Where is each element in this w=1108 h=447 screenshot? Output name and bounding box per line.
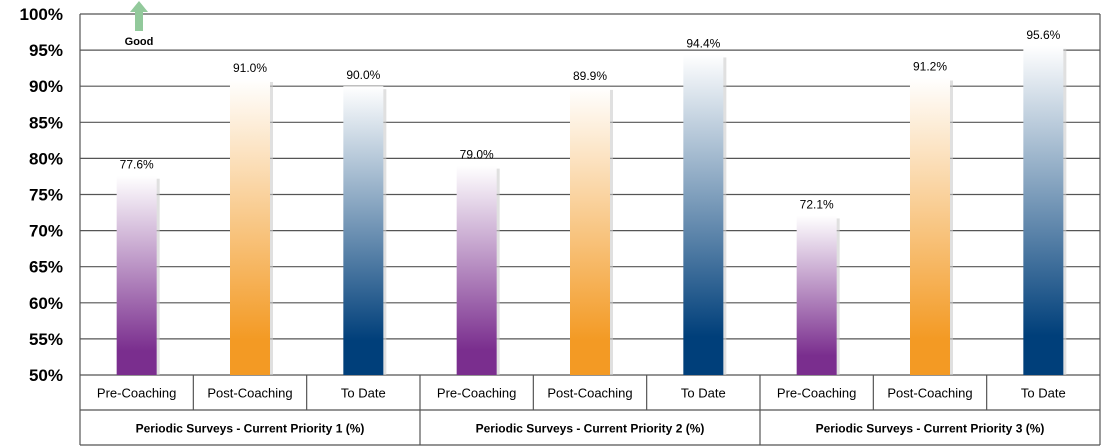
data-label: 72.1% [800,197,834,211]
y-tick-label: 85% [29,113,63,132]
y-tick-label: 65% [29,258,63,277]
good-label: Good [125,36,154,48]
data-label: 89.9% [573,69,607,83]
category-label: Post-Coaching [207,386,292,401]
bar [343,86,384,375]
up-arrow-shaft [135,11,143,31]
bar [570,86,610,375]
y-tick-label: 50% [29,366,63,385]
category-label: To Date [681,386,726,401]
y-tick-label: 95% [29,41,63,60]
category-label: Post-Coaching [887,386,972,401]
data-label: 79.0% [460,148,494,162]
category-label: To Date [341,386,386,401]
bar [910,77,950,375]
group-label: Periodic Surveys - Current Priority 3 (%… [816,422,1045,436]
bar [796,215,837,375]
category-label: Pre-Coaching [437,386,517,401]
data-label: 91.2% [913,60,947,74]
up-arrow-icon [130,1,148,12]
data-label: 91.0% [233,61,267,75]
category-label: Pre-Coaching [777,386,857,401]
good-annotation: Good [125,1,154,48]
data-label: 77.6% [120,158,154,172]
bar [683,54,724,375]
bar [116,175,157,375]
bar [1023,45,1064,375]
y-tick-label: 90% [29,77,63,96]
y-axis: 50% 55% 60% 65% 70% 75% 80% 85% 90% 95% 100% [20,5,63,385]
bar [230,78,270,375]
y-tick-label: 75% [29,186,63,205]
data-label: 94.4% [686,36,720,50]
bars [116,45,1067,375]
data-labels: 77.6% 91.0% 90.0% 79.0% 89.9% 94.4% 72.1% 91.2%… [120,28,1061,212]
y-tick-label: 60% [29,294,63,313]
y-tick-label: 55% [29,330,63,349]
y-tick-label: 100% [20,5,63,24]
category-table: Pre-Coaching Post-Coaching To Date Periodic… [79,375,1101,446]
group-label: Periodic Surveys - Current Priority 2 (%… [476,422,705,436]
category-label: Post-Coaching [547,386,632,401]
data-label: 95.6% [1026,28,1060,42]
bar [456,165,497,375]
data-label: 90.0% [346,68,380,82]
group-label: Periodic Surveys - Current Priority 1 (%… [136,422,365,436]
y-tick-label: 80% [29,149,63,168]
y-tick-label: 70% [29,222,63,241]
category-label: Pre-Coaching [97,386,177,401]
category-label: To Date [1021,386,1066,401]
